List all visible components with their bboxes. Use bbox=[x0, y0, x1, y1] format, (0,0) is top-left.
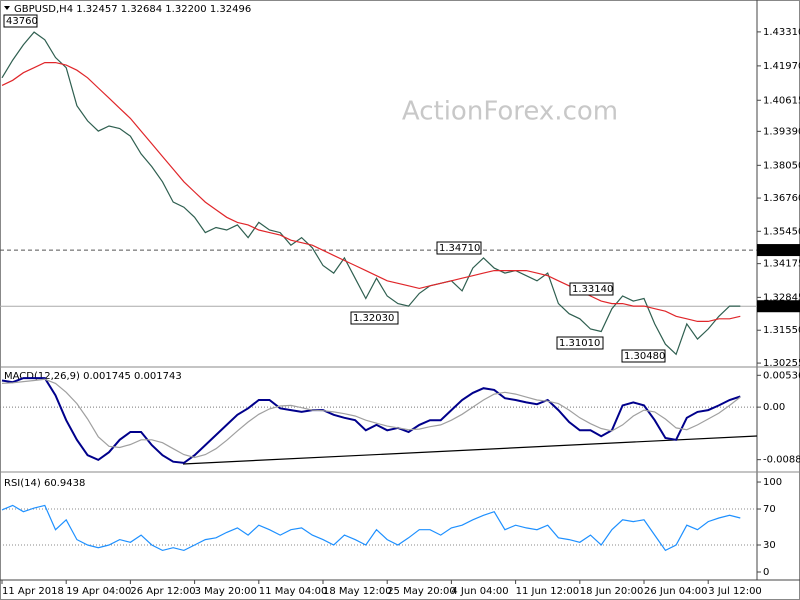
y-tick-label: 1.30255 bbox=[763, 358, 800, 369]
annotation-box bbox=[569, 282, 614, 296]
macd-title: MACD(12,26,9) 0.001745 0.001743 bbox=[4, 371, 182, 382]
y-tick-label: 1.34175 bbox=[763, 259, 800, 270]
y-tick-label: 1.38050 bbox=[763, 160, 800, 171]
y-tick-label: 0.005368 bbox=[763, 370, 800, 381]
x-tick-label: 3 Jul 12:00 bbox=[708, 586, 762, 597]
chart-title: GBPUSD,H4 1.32457 1.32684 1.32200 1.3249… bbox=[14, 4, 251, 15]
annotation-box bbox=[350, 311, 399, 325]
x-tick-label: 11 May 04:00 bbox=[259, 586, 328, 597]
y-tick-label: 0 bbox=[763, 567, 769, 578]
x-tick-label: 4 Jun 04:00 bbox=[451, 586, 508, 597]
x-tick-label: 3 May 20:00 bbox=[195, 586, 257, 597]
watermark: ActionForex.com bbox=[402, 97, 618, 127]
price-label: 1.32496 bbox=[761, 301, 800, 312]
annotation: 1.32030 bbox=[353, 313, 394, 324]
series-line bbox=[1, 377, 741, 464]
annotation: 1.33140 bbox=[572, 284, 613, 295]
y-tick-label: 0.00 bbox=[763, 402, 785, 413]
y-tick-label: 70 bbox=[763, 504, 776, 515]
y-tick-label: -0.008855 bbox=[763, 455, 800, 466]
series-line bbox=[1, 31, 741, 356]
annotation: 43760 bbox=[6, 16, 38, 27]
x-tick-label: 25 May 20:00 bbox=[387, 586, 456, 597]
annotation-box bbox=[436, 241, 482, 255]
price-label: 1.34710 bbox=[761, 245, 800, 256]
y-tick-label: 1.35450 bbox=[763, 226, 800, 237]
y-tick-label: 1.31550 bbox=[763, 325, 800, 336]
x-tick-label: 26 Apr 12:00 bbox=[130, 586, 195, 597]
x-tick-label: 26 Jun 04:00 bbox=[644, 586, 708, 597]
annotation-box bbox=[3, 14, 38, 28]
menu-icon bbox=[4, 6, 10, 10]
rsi-title: RSI(14) 60.9438 bbox=[4, 478, 85, 489]
x-tick-label: 11 Jun 12:00 bbox=[516, 586, 580, 597]
annotation: 1.31010 bbox=[559, 338, 600, 349]
y-tick-label: 1.40615 bbox=[763, 95, 800, 106]
y-tick-label: 30 bbox=[763, 540, 776, 551]
x-tick-label: 11 Apr 2018 bbox=[2, 586, 64, 597]
y-tick-label: 1.41970 bbox=[763, 61, 800, 72]
price-label-box bbox=[757, 244, 800, 257]
annotation: 1.34710 bbox=[439, 243, 480, 254]
annotation-box bbox=[621, 349, 666, 363]
series-line bbox=[1, 378, 741, 459]
trend-line bbox=[182, 435, 758, 465]
annotation-box bbox=[556, 336, 604, 350]
y-tick-label: 1.36760 bbox=[763, 193, 800, 204]
series-line bbox=[1, 504, 741, 552]
price-label-box bbox=[757, 300, 800, 313]
series-line bbox=[1, 62, 741, 322]
y-tick-label: 1.43310 bbox=[763, 27, 800, 38]
annotation: 1.30480 bbox=[624, 351, 665, 362]
x-tick-label: 19 Apr 04:00 bbox=[66, 586, 131, 597]
x-tick-label: 18 May 12:00 bbox=[323, 586, 392, 597]
y-tick-label: 1.32845 bbox=[763, 292, 800, 303]
y-tick-label: 100 bbox=[763, 477, 782, 488]
x-tick-label: 18 Jun 20:00 bbox=[580, 586, 644, 597]
y-tick-label: 1.39390 bbox=[763, 126, 800, 137]
